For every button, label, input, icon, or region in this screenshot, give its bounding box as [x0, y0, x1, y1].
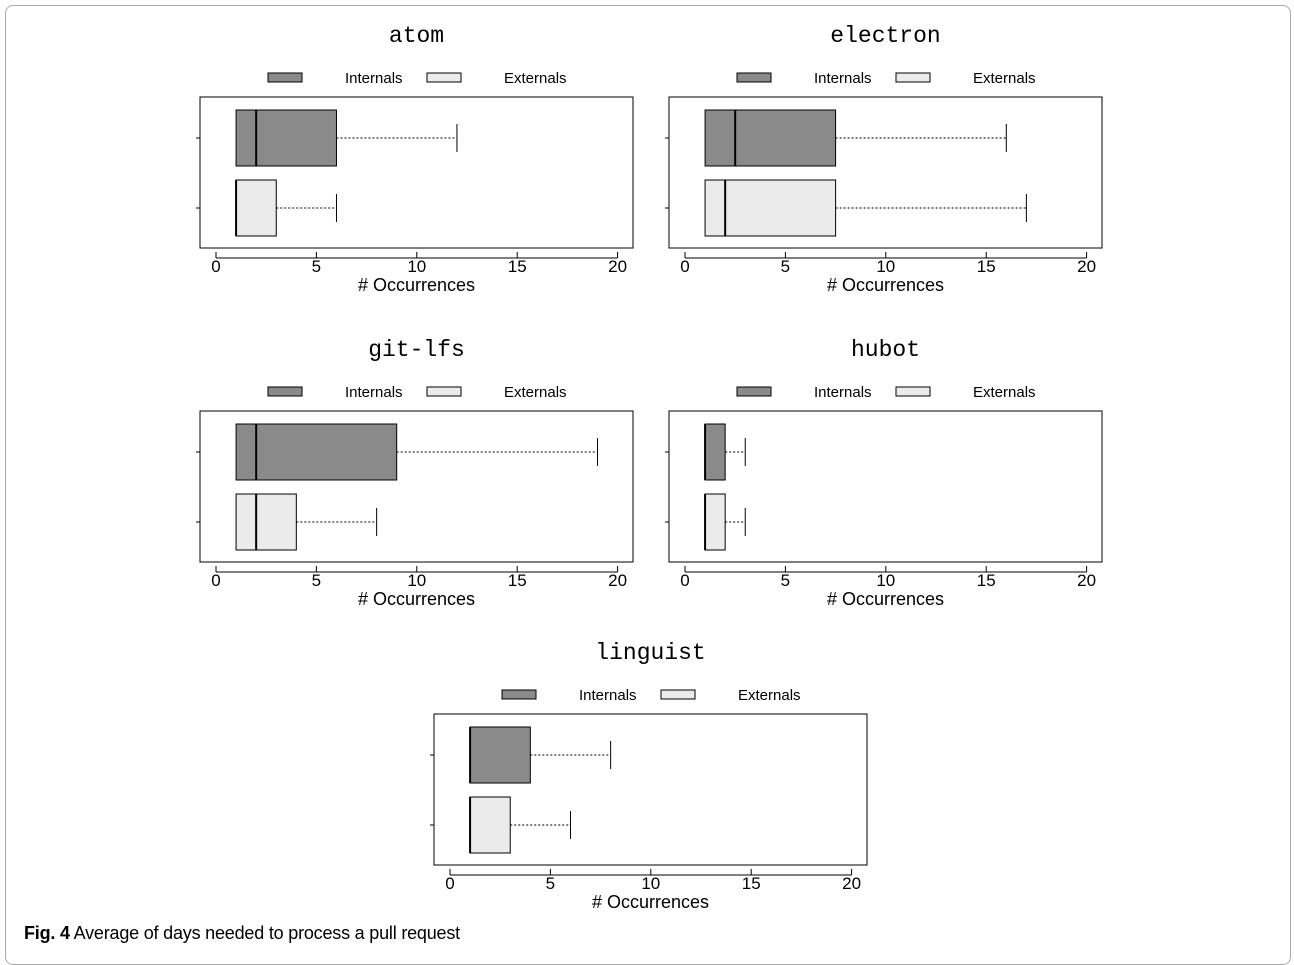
chart-panel-atom: atom Internals Externals 0 5 10 15 20 # Occurren…: [196, 23, 634, 295]
chart-legend: Internals Externals: [736, 70, 1036, 87]
chart-panel-hubot: hubot Internals Externals 0 5 10 15 20 # Occurre…: [665, 337, 1103, 609]
legend-label-internals: Internals: [579, 687, 637, 704]
plot-frame: [199, 410, 634, 563]
plot-frame: [668, 96, 1103, 249]
boxplot-externals: [704, 179, 1027, 237]
x-tick-label: 15: [977, 257, 996, 276]
legend-swatch-externals: [895, 72, 931, 83]
boxplot-externals: [704, 493, 746, 551]
legend-label-externals: Externals: [504, 384, 567, 401]
legend-swatch-internals: [267, 72, 303, 83]
chart-title: electron: [830, 23, 940, 49]
x-tick-label: 0: [445, 874, 454, 893]
x-axis-label: # Occurrences: [827, 275, 944, 295]
legend-label-externals: Externals: [973, 384, 1036, 401]
chart-panel-electron: electron Internals Externals 0 5 10 15 20 # Occu…: [665, 23, 1103, 295]
chart-panel-git-lfs: git-lfs Internals Externals 0 5 10 15 20 # Occur…: [196, 337, 634, 609]
chart-title: atom: [389, 23, 444, 49]
boxplot-externals: [235, 179, 337, 237]
figure-caption: Fig. 4 Average of days needed to process…: [24, 923, 460, 944]
x-tick-label: 10: [876, 571, 895, 590]
x-tick-label: 10: [641, 874, 660, 893]
box-iqr: [235, 493, 297, 551]
boxplot-internals: [235, 423, 599, 481]
box-iqr: [704, 423, 726, 481]
legend-swatch-internals: [501, 689, 537, 700]
box-iqr: [704, 109, 837, 167]
x-tick-label: 0: [211, 571, 220, 590]
legend-label-externals: Externals: [973, 70, 1036, 87]
x-tick-label: 20: [608, 571, 627, 590]
box-iqr: [704, 179, 837, 237]
legend-swatch-externals: [895, 386, 931, 397]
legend-swatch-externals: [426, 72, 462, 83]
legend-label-internals: Internals: [814, 384, 872, 401]
x-tick-label: 20: [608, 257, 627, 276]
box-iqr: [469, 726, 531, 784]
x-tick-label: 0: [211, 257, 220, 276]
caption-label: Fig. 4: [24, 923, 70, 943]
x-axis-label: # Occurrences: [827, 589, 944, 609]
x-axis-label: # Occurrences: [358, 589, 475, 609]
caption-text: Average of days needed to process a pull…: [73, 923, 461, 943]
x-axis-label: # Occurrences: [592, 892, 709, 912]
boxplot-externals: [469, 796, 571, 854]
legend-swatch-externals: [426, 386, 462, 397]
legend-swatch-internals: [736, 386, 772, 397]
box-iqr: [235, 423, 398, 481]
x-tick-label: 5: [312, 571, 321, 590]
box-iqr: [704, 493, 726, 551]
legend-label-externals: Externals: [504, 70, 567, 87]
boxplot-externals: [235, 493, 378, 551]
chart-title: linguist: [595, 640, 705, 666]
x-tick-label: 20: [1077, 257, 1096, 276]
x-tick-label: 20: [1077, 571, 1096, 590]
x-tick-label: 10: [876, 257, 895, 276]
x-tick-label: 20: [842, 874, 861, 893]
chart-legend: Internals Externals: [267, 384, 567, 401]
legend-swatch-externals: [660, 689, 696, 700]
chart-title: hubot: [851, 337, 920, 363]
plot-frame: [668, 410, 1103, 563]
legend-label-internals: Internals: [345, 384, 403, 401]
box-iqr: [235, 109, 337, 167]
x-axis-label: # Occurrences: [358, 275, 475, 295]
x-tick-label: 5: [781, 257, 790, 276]
x-tick-label: 10: [407, 571, 426, 590]
legend-swatch-internals: [736, 72, 772, 83]
legend-label-externals: Externals: [738, 687, 801, 704]
box-iqr: [469, 796, 511, 854]
plot-frame: [199, 96, 634, 249]
x-tick-label: 15: [508, 571, 527, 590]
x-tick-label: 0: [680, 257, 689, 276]
x-tick-label: 5: [546, 874, 555, 893]
plot-frame: [433, 713, 868, 866]
boxplot-internals: [704, 109, 1007, 167]
x-tick-label: 15: [508, 257, 527, 276]
boxplot-internals: [704, 423, 746, 481]
boxplot-internals: [235, 109, 458, 167]
x-tick-label: 5: [781, 571, 790, 590]
figure-canvas: atom Internals Externals 0 5 10 15 20 # Occurren…: [196, 23, 1103, 912]
legend-label-internals: Internals: [345, 70, 403, 87]
boxplot-internals: [469, 726, 612, 784]
x-tick-label: 0: [680, 571, 689, 590]
x-tick-label: 15: [977, 571, 996, 590]
x-tick-label: 5: [312, 257, 321, 276]
x-tick-label: 15: [742, 874, 761, 893]
legend-label-internals: Internals: [814, 70, 872, 87]
x-tick-label: 10: [407, 257, 426, 276]
chart-legend: Internals Externals: [501, 687, 801, 704]
legend-swatch-internals: [267, 386, 303, 397]
chart-panel-linguist: linguist Internals Externals 0 5 10 15 20 # Occu…: [430, 640, 868, 912]
chart-legend: Internals Externals: [267, 70, 567, 87]
chart-legend: Internals Externals: [736, 384, 1036, 401]
box-iqr: [235, 179, 277, 237]
chart-title: git-lfs: [368, 337, 465, 363]
